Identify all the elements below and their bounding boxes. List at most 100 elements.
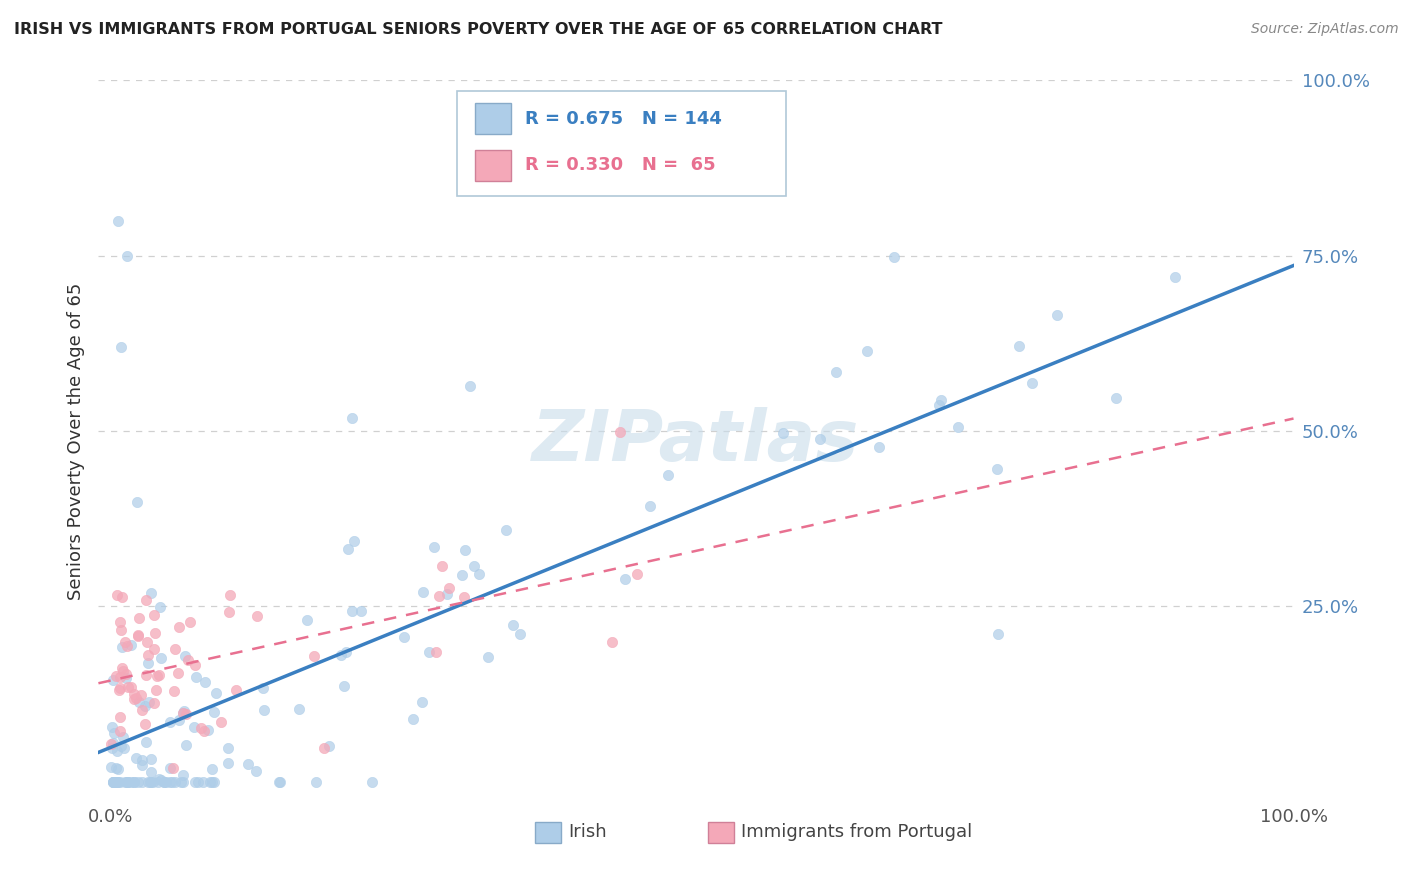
- Point: [112, 741, 135, 756]
- Point: [103, 774, 125, 789]
- Point: [115, 249, 138, 263]
- Point: [626, 567, 648, 582]
- Point: [105, 774, 128, 789]
- Point: [172, 768, 194, 782]
- Point: [425, 645, 447, 659]
- Point: [125, 751, 148, 765]
- Point: [141, 764, 163, 779]
- Text: IRISH VS IMMIGRANTS FROM PORTUGAL SENIORS POVERTY OVER THE AGE OF 65 CORRELATION: IRISH VS IMMIGRANTS FROM PORTUGAL SENIOR…: [14, 22, 942, 37]
- Point: [142, 641, 165, 656]
- Point: [174, 738, 197, 752]
- Point: [197, 723, 219, 738]
- Point: [127, 628, 149, 642]
- Point: [183, 720, 205, 734]
- Point: [427, 590, 450, 604]
- Point: [423, 541, 446, 555]
- Point: [107, 213, 129, 227]
- Point: [117, 774, 139, 789]
- Point: [412, 585, 434, 599]
- Point: [209, 714, 232, 729]
- Point: [172, 774, 194, 789]
- Point: [172, 706, 194, 721]
- Point: [172, 706, 194, 721]
- Point: [142, 774, 165, 789]
- Point: [169, 713, 191, 727]
- Point: [186, 670, 208, 684]
- Point: [101, 774, 124, 789]
- Point: [105, 588, 128, 602]
- Point: [131, 774, 153, 789]
- Point: [267, 774, 290, 789]
- Point: [135, 668, 157, 682]
- Point: [125, 690, 148, 705]
- Point: [149, 650, 172, 665]
- Point: [177, 653, 200, 667]
- Point: [638, 499, 661, 513]
- Point: [110, 774, 132, 789]
- Point: [217, 741, 239, 756]
- Point: [305, 774, 328, 789]
- Point: [111, 590, 134, 604]
- Point: [110, 615, 132, 630]
- Point: [149, 600, 172, 615]
- Point: [432, 559, 454, 574]
- Point: [145, 682, 167, 697]
- Point: [100, 760, 122, 774]
- Point: [502, 618, 524, 632]
- Point: [110, 340, 132, 354]
- Point: [117, 680, 139, 694]
- Point: [160, 774, 183, 789]
- Point: [928, 398, 950, 412]
- Point: [142, 697, 165, 711]
- Point: [825, 365, 848, 379]
- Point: [402, 712, 425, 726]
- Point: [337, 542, 360, 557]
- Point: [808, 433, 831, 447]
- Point: [288, 702, 311, 716]
- Point: [236, 757, 259, 772]
- Point: [201, 774, 224, 789]
- Point: [609, 425, 631, 440]
- Point: [269, 774, 291, 789]
- Point: [100, 741, 122, 756]
- Point: [110, 710, 132, 724]
- Point: [329, 648, 352, 662]
- Point: [114, 667, 136, 681]
- Point: [418, 644, 440, 658]
- Point: [150, 773, 173, 788]
- Point: [170, 774, 193, 789]
- Point: [167, 620, 190, 634]
- Point: [101, 774, 124, 789]
- Point: [103, 774, 125, 789]
- Point: [201, 762, 224, 776]
- Point: [122, 774, 145, 789]
- Point: [115, 671, 138, 685]
- Point: [107, 774, 129, 789]
- Point: [101, 720, 124, 734]
- Point: [454, 542, 477, 557]
- Point: [115, 774, 138, 789]
- Point: [107, 762, 129, 776]
- Y-axis label: Seniors Poverty Over the Age of 65: Seniors Poverty Over the Age of 65: [66, 283, 84, 600]
- Point: [333, 680, 356, 694]
- Point: [128, 611, 150, 625]
- Point: [152, 774, 174, 789]
- Point: [135, 635, 157, 649]
- Point: [868, 440, 890, 454]
- Point: [103, 774, 125, 789]
- Point: [340, 604, 363, 618]
- Point: [163, 774, 186, 789]
- Point: [103, 725, 125, 739]
- Point: [131, 752, 153, 766]
- Point: [190, 721, 212, 735]
- Point: [360, 774, 382, 789]
- Point: [463, 558, 485, 573]
- Point: [122, 691, 145, 706]
- Point: [883, 250, 905, 264]
- Point: [108, 670, 131, 684]
- Text: R = 0.330   N =  65: R = 0.330 N = 65: [524, 156, 716, 175]
- Point: [183, 657, 205, 672]
- Point: [772, 425, 794, 440]
- Point: [131, 703, 153, 717]
- Bar: [709, 822, 734, 843]
